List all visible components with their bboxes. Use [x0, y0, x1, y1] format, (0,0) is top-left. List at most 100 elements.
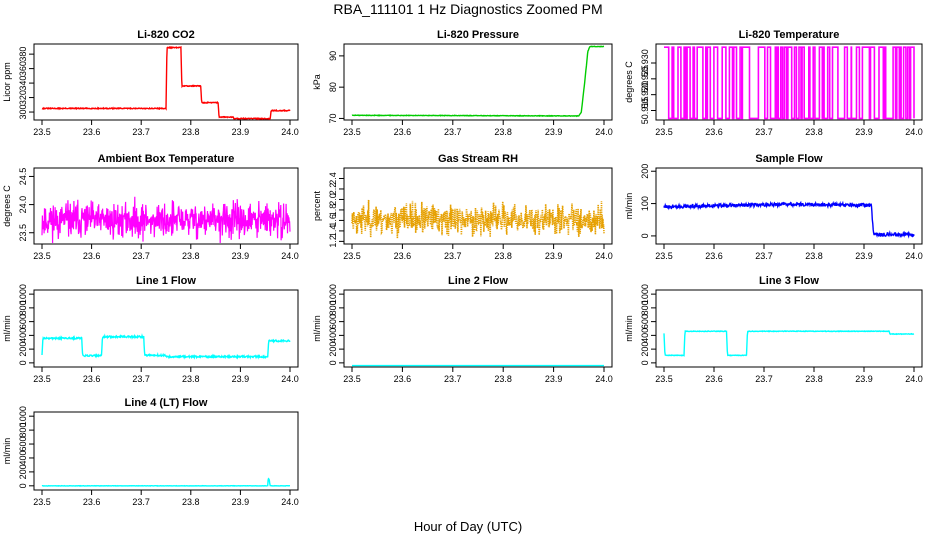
y-tick-label: 200 — [328, 342, 338, 357]
x-tick-label: 23.6 — [705, 374, 723, 384]
y-axis-label: kPa — [312, 74, 322, 90]
y-axis-label: Licor ppm — [2, 62, 12, 102]
x-tick-label: 23.8 — [182, 374, 200, 384]
y-tick-label: 1.4 — [328, 225, 338, 238]
y-tick-label: 200 — [640, 342, 650, 357]
y-tick-label: 380 — [18, 47, 28, 62]
x-tick-label: 23.8 — [805, 127, 823, 137]
panel-title: Line 3 Flow — [759, 275, 819, 287]
y-tick-label: 90 — [328, 51, 338, 61]
panel-title: Gas Stream RH — [438, 153, 518, 165]
y-axis-label: degrees C — [2, 185, 12, 227]
x-tick-label: 23.6 — [705, 251, 723, 261]
y-tick-label: 340 — [18, 76, 28, 91]
x-tick-label: 23.8 — [182, 251, 200, 261]
x-tick-label: 23.5 — [655, 251, 673, 261]
x-tick-label: 23.8 — [182, 497, 200, 507]
x-tick-label: 23.8 — [494, 127, 512, 137]
y-tick-label: 0 — [640, 233, 650, 238]
x-tick-label: 24.0 — [905, 127, 923, 137]
y-tick-label: 24.5 — [18, 168, 28, 186]
panel-10: Line 4 (LT) Flow 23.5 23.6 23.7 23.8 23.9 24.0… — [2, 397, 299, 507]
y-tick-label: 800 — [328, 300, 338, 315]
x-tick-label: 23.8 — [494, 374, 512, 384]
y-tick-label: 1.8 — [328, 204, 338, 217]
x-tick-label: 23.6 — [83, 497, 101, 507]
plot-frame — [655, 167, 923, 245]
x-tick-label: 23.5 — [33, 127, 51, 137]
y-axis-label: ml/min — [624, 315, 634, 342]
panel-title: Sample Flow — [755, 153, 823, 165]
x-tick-label: 23.5 — [655, 374, 673, 384]
y-tick-label: 24.0 — [18, 196, 28, 214]
y-tick-label: 1000 — [18, 406, 28, 426]
x-tick-label: 23.5 — [655, 127, 673, 137]
y-tick-label: 0 — [328, 360, 338, 365]
x-tick-label: 23.7 — [132, 127, 150, 137]
x-tick-label: 23.5 — [33, 374, 51, 384]
x-tick-label: 23.7 — [755, 127, 773, 137]
x-tick-label: 23.6 — [83, 127, 101, 137]
panel-title: Line 2 Flow — [448, 275, 508, 287]
x-tick-label: 23.9 — [545, 251, 563, 261]
y-axis-label: percent — [312, 190, 322, 221]
y-tick-label: 50.925 — [640, 65, 650, 93]
y-tick-label: 1000 — [640, 284, 650, 304]
y-tick-label: 1000 — [328, 284, 338, 304]
y-tick-label: 0 — [18, 483, 28, 488]
y-tick-label: 0 — [640, 360, 650, 365]
y-tick-label: 23.5 — [18, 224, 28, 242]
x-tick-label: 24.0 — [595, 127, 613, 137]
y-tick-label: 70 — [328, 113, 338, 123]
x-tick-label: 23.5 — [33, 497, 51, 507]
plot-frame — [33, 167, 299, 245]
series-line — [663, 200, 915, 239]
x-tick-label: 23.8 — [805, 251, 823, 261]
y-tick-label: 800 — [18, 300, 28, 315]
panel-7: Line 1 Flow 23.5 23.6 23.7 23.8 23.9 24.0 0 2004… — [2, 275, 299, 384]
x-tick-label: 23.6 — [394, 127, 412, 137]
y-tick-label: 1.6 — [328, 214, 338, 227]
series-line — [41, 196, 291, 244]
panel-1: Li-820 CO2 23.5 23.6 23.7 23.8 23.9 24.0 300320… — [2, 29, 299, 137]
plot-frame — [33, 411, 299, 491]
y-tick-label: 400 — [18, 450, 28, 465]
panel-2: Li-820 Pressure 23.5 23.6 23.7 23.8 23.9 24.0 7… — [312, 29, 613, 137]
x-tick-label: 23.6 — [83, 374, 101, 384]
x-tick-label: 23.8 — [494, 251, 512, 261]
x-tick-label: 23.9 — [855, 251, 873, 261]
y-tick-label: 50.920 — [640, 81, 650, 109]
y-tick-label: 320 — [18, 90, 28, 105]
x-tick-label: 23.7 — [132, 251, 150, 261]
y-axis-label: ml/min — [312, 315, 322, 342]
y-tick-label: 50.930 — [640, 49, 650, 77]
x-tick-label: 23.9 — [232, 374, 250, 384]
x-tick-label: 23.7 — [444, 374, 462, 384]
y-axis-label: degrees C — [624, 61, 634, 103]
x-tick-label: 24.0 — [595, 374, 613, 384]
x-tick-label: 23.9 — [232, 127, 250, 137]
x-tick-label: 24.0 — [281, 497, 299, 507]
series-line — [41, 477, 290, 487]
series-line — [664, 46, 915, 120]
panel-3: Li-820 Temperature 23.5 23.6 23.7 23.8 23.9 24… — [624, 29, 923, 137]
y-tick-label: 400 — [640, 328, 650, 343]
plot-frame — [33, 289, 299, 368]
x-tick-label: 23.9 — [232, 497, 250, 507]
y-tick-label: 600 — [18, 437, 28, 452]
plot-frame — [343, 289, 613, 368]
y-tick-label: 1000 — [18, 284, 28, 304]
x-tick-label: 23.5 — [33, 251, 51, 261]
plot-frame — [343, 43, 613, 121]
plot-frame — [343, 167, 613, 245]
x-tick-label: 24.0 — [281, 374, 299, 384]
x-tick-label: 23.6 — [394, 251, 412, 261]
series-line — [41, 45, 291, 121]
series-line — [41, 333, 291, 360]
y-tick-label: 100 — [640, 196, 650, 211]
figure-title: RBA_111101 1 Hz Diagnostics Zoomed PM — [333, 1, 602, 17]
x-tick-label: 23.9 — [545, 374, 563, 384]
x-tick-label: 24.0 — [281, 251, 299, 261]
plot-frame — [655, 289, 923, 368]
x-tick-label: 23.6 — [705, 127, 723, 137]
